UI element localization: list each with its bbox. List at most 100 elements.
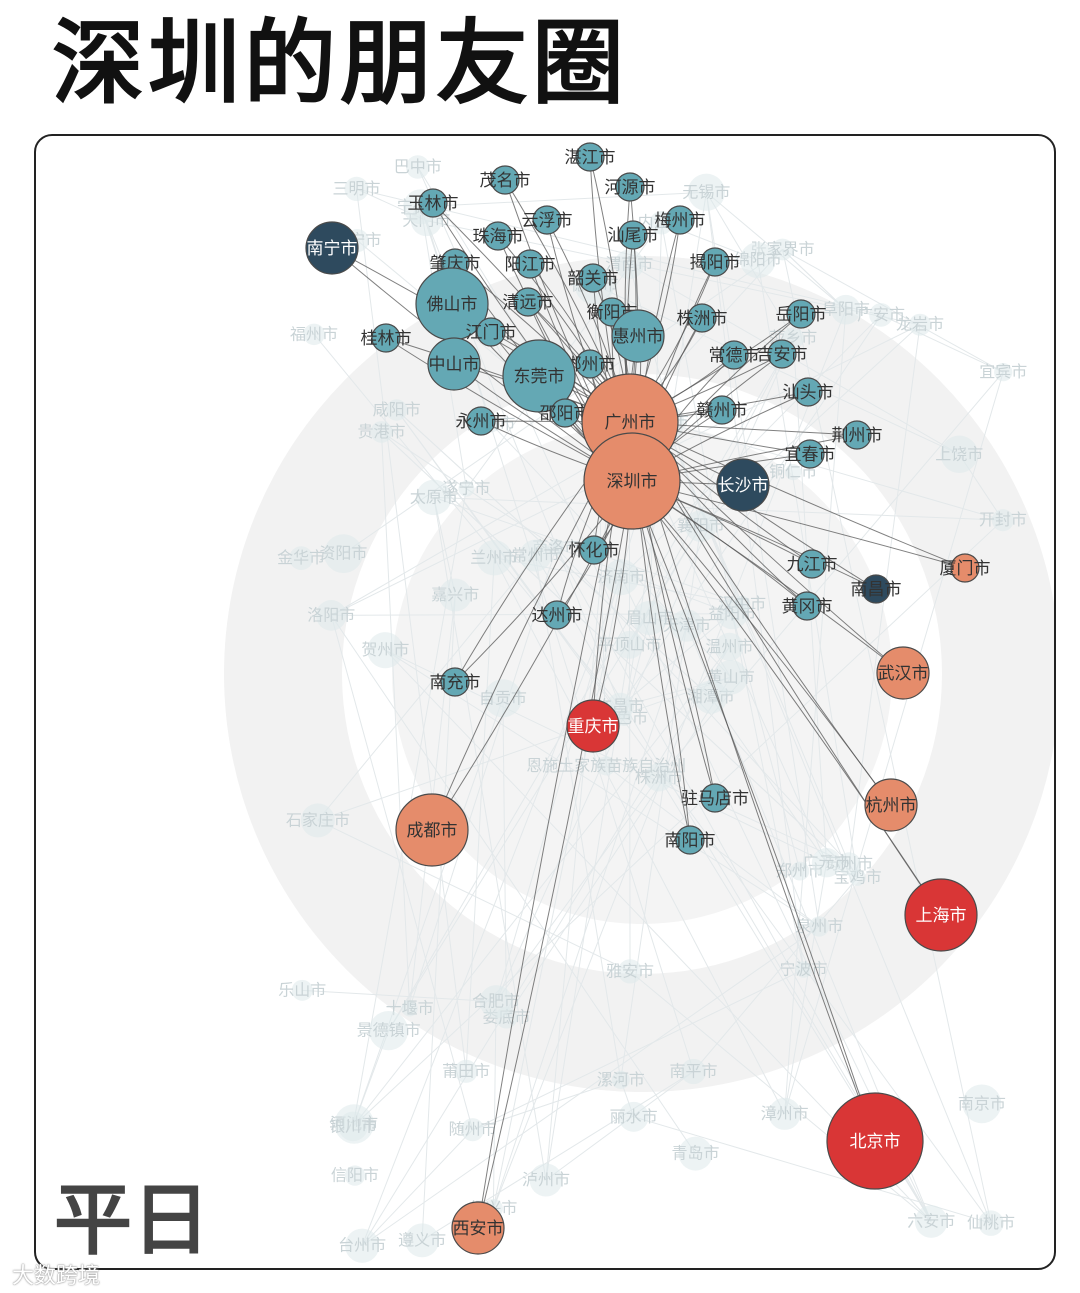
background-node: [529, 1163, 563, 1197]
city-node[interactable]: 东莞市: [502, 339, 576, 413]
city-node[interactable]: 永州市: [456, 406, 507, 436]
city-node[interactable]: 梅州市: [655, 205, 706, 235]
city-node[interactable]: 汕尾市: [608, 220, 659, 250]
city-node[interactable]: 怀化市: [569, 535, 620, 565]
background-node: [344, 176, 369, 201]
background-node-label: 南平市: [669, 1062, 717, 1080]
city-node[interactable]: 北京市: [826, 1092, 924, 1190]
city-node[interactable]: 河源市: [605, 172, 656, 202]
city-node[interactable]: 中山市: [427, 337, 481, 391]
node-circle: [502, 339, 576, 413]
city-node[interactable]: 邵阳市: [540, 398, 591, 428]
city-node[interactable]: 珠海市: [473, 221, 524, 251]
background-edge: [782, 249, 992, 1224]
node-circle: [483, 221, 513, 251]
background-node-label: 嘉兴市: [431, 586, 479, 604]
node-circle: [618, 220, 648, 250]
background-edge: [492, 625, 688, 1209]
background-node: [790, 861, 810, 881]
background-node: [300, 803, 335, 838]
city-node[interactable]: 韶关市: [568, 263, 619, 293]
city-node[interactable]: 云浮市: [522, 205, 573, 235]
node-label: 南昌市: [851, 580, 902, 599]
city-node[interactable]: 赣州市: [697, 395, 748, 425]
city-node[interactable]: 南昌市: [851, 574, 902, 604]
background-edge: [361, 646, 730, 1246]
node-label: 北京市: [850, 1132, 901, 1151]
background-edge: [495, 776, 660, 1002]
city-node[interactable]: 岳阳市: [776, 299, 827, 329]
node-label: 上海市: [916, 906, 967, 925]
city-node[interactable]: 株洲市: [677, 303, 728, 333]
background-node-label: 遂宁市: [442, 480, 490, 498]
background-node: [483, 679, 522, 718]
background-edge: [658, 776, 850, 865]
city-node[interactable]: 清远市: [503, 287, 554, 317]
city-node[interactable]: 佛山市: [415, 267, 489, 341]
city-node[interactable]: 荆州市: [832, 420, 883, 450]
node-circle: [793, 377, 823, 407]
city-node[interactable]: 南充市: [430, 667, 481, 697]
background-node-label: 景德镇市: [357, 1022, 421, 1040]
background-edge: [710, 696, 827, 863]
city-node[interactable]: 九江市: [787, 549, 838, 579]
background-edge: [502, 698, 507, 1018]
city-node[interactable]: 汕头市: [783, 377, 834, 407]
city-node[interactable]: 厦门市: [940, 553, 991, 583]
background-edge: [380, 431, 411, 1009]
city-node[interactable]: 深圳市: [583, 432, 681, 530]
node-label: 永州市: [456, 412, 507, 431]
background-node-label: 台州市: [338, 1237, 386, 1255]
city-node[interactable]: 常德市: [709, 340, 760, 370]
city-node[interactable]: 西安市: [451, 1201, 505, 1255]
city-node[interactable]: 黄冈市: [782, 591, 833, 621]
city-node[interactable]: 桂林市: [361, 323, 412, 353]
background-node-label: 贵港市: [357, 423, 405, 441]
city-node[interactable]: 重庆市: [566, 699, 620, 753]
background-node-label: 莆田市: [442, 1062, 490, 1080]
city-node[interactable]: 成都市: [395, 793, 469, 867]
city-node[interactable]: 驻马店市: [681, 783, 749, 813]
background-node: [994, 363, 1013, 382]
city-node[interactable]: 吉安市: [757, 339, 808, 369]
city-node[interactable]: 湛江市: [565, 142, 616, 172]
background-node-label: 兰州市: [470, 549, 518, 567]
background-node-label: 仙桃市: [967, 1214, 1015, 1232]
city-node[interactable]: 宜春市: [785, 439, 836, 469]
city-node[interactable]: 郴州市: [565, 349, 616, 379]
background-node-label: 合肥市: [472, 993, 520, 1011]
city-node[interactable]: 玉林市: [408, 188, 459, 218]
city-node[interactable]: 武汉市: [876, 646, 930, 700]
city-node[interactable]: 南宁市: [305, 221, 359, 275]
city-node[interactable]: 杭州市: [864, 778, 918, 832]
city-node[interactable]: 上海市: [904, 878, 978, 952]
background-node: [406, 155, 430, 179]
background-edge: [465, 557, 495, 1072]
node-label: 吉安市: [757, 345, 808, 364]
background-edge: [492, 1001, 497, 1209]
background-node: [303, 323, 325, 346]
background-node-label: 郑州市: [776, 862, 824, 880]
background-node-label: 绵阳市: [734, 251, 782, 269]
node-circle: [532, 205, 562, 235]
watermark-credit: 大数跨境: [12, 1263, 101, 1288]
background-node: [644, 763, 674, 792]
edge: [631, 480, 691, 841]
node-circle: [700, 247, 730, 277]
city-node[interactable]: 揭阳市: [690, 247, 741, 277]
city-node[interactable]: 阳江市: [505, 249, 556, 279]
city-node[interactable]: 达州市: [532, 600, 583, 630]
node-label: 韶关市: [568, 269, 619, 288]
node-circle: [795, 439, 825, 469]
edge: [631, 480, 892, 806]
node-label: 广州市: [605, 413, 656, 432]
background-edge: [361, 1129, 473, 1247]
background-node-label: 阜阳市: [822, 301, 870, 319]
background-node-label: 上饶市: [935, 445, 983, 463]
city-node[interactable]: 惠州市: [611, 309, 665, 363]
background-node: [367, 632, 404, 669]
city-node[interactable]: 茂名市: [480, 165, 531, 195]
city-node[interactable]: 南阳市: [665, 825, 716, 855]
city-node[interactable]: 江门市: [466, 317, 517, 347]
city-node[interactable]: 长沙市: [716, 458, 770, 512]
